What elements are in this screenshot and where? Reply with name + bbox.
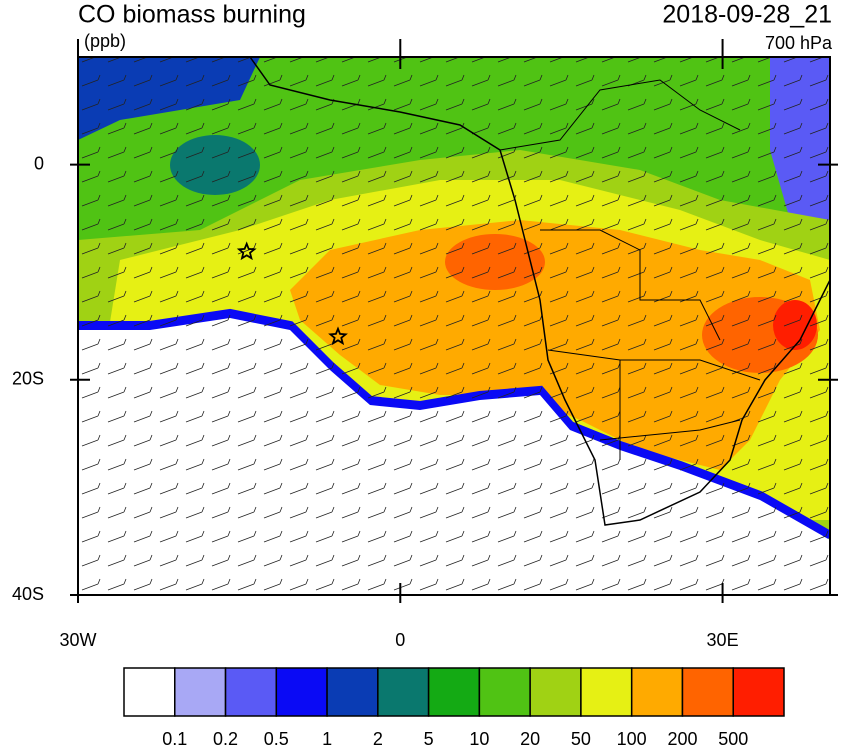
coastline — [249, 57, 830, 526]
colorbar-label: 2 — [373, 729, 383, 749]
time: 2018-09-28_21 — [662, 1, 832, 29]
colorbar-box — [326, 667, 379, 717]
colorbar-box — [580, 667, 633, 717]
wind-barbs — [78, 57, 830, 595]
colorbar-label: 1 — [322, 729, 332, 749]
colorbar-box — [681, 667, 734, 717]
colorbar-box — [377, 667, 430, 717]
colorbar-label: 0.1 — [162, 729, 187, 749]
colorbar-label: 20 — [520, 729, 540, 749]
colorbar-box — [275, 667, 328, 717]
colorbar-box — [174, 667, 227, 717]
colorbar-label: 100 — [617, 729, 647, 749]
colorbar-label: 500 — [718, 729, 748, 749]
colorbar-box — [529, 667, 582, 717]
field — [78, 57, 830, 595]
units: (ppb) — [84, 31, 126, 51]
colorbar-label: 50 — [571, 729, 591, 749]
colorbar-box — [123, 667, 176, 717]
colorbar-label: 0.5 — [264, 729, 289, 749]
colorbar-label: 5 — [424, 729, 434, 749]
plot-frame — [77, 56, 831, 596]
border — [499, 79, 761, 460]
colorbar-box — [630, 667, 684, 717]
x-tick-label: 0 — [395, 630, 405, 650]
title: CO biomass burning — [78, 1, 306, 29]
colorbar-label: 200 — [667, 729, 697, 749]
colorbar-box — [478, 667, 531, 717]
colorbar-box — [427, 667, 481, 717]
x-tick-label: 30W — [59, 630, 96, 650]
colorbar-label: 10 — [469, 729, 489, 749]
colorbar-label: 0.2 — [213, 729, 238, 749]
x-tick-label: 30E — [707, 630, 739, 650]
y-tick-label: 0 — [34, 153, 44, 173]
colorbar-box — [224, 667, 278, 717]
y-tick-label: 20S — [12, 369, 44, 389]
site-marker — [236, 241, 257, 261]
site-marker — [328, 326, 348, 346]
colorbar-box — [732, 667, 785, 717]
y-tick-label: 40S — [12, 584, 44, 604]
level: 700 hPa — [765, 33, 833, 53]
